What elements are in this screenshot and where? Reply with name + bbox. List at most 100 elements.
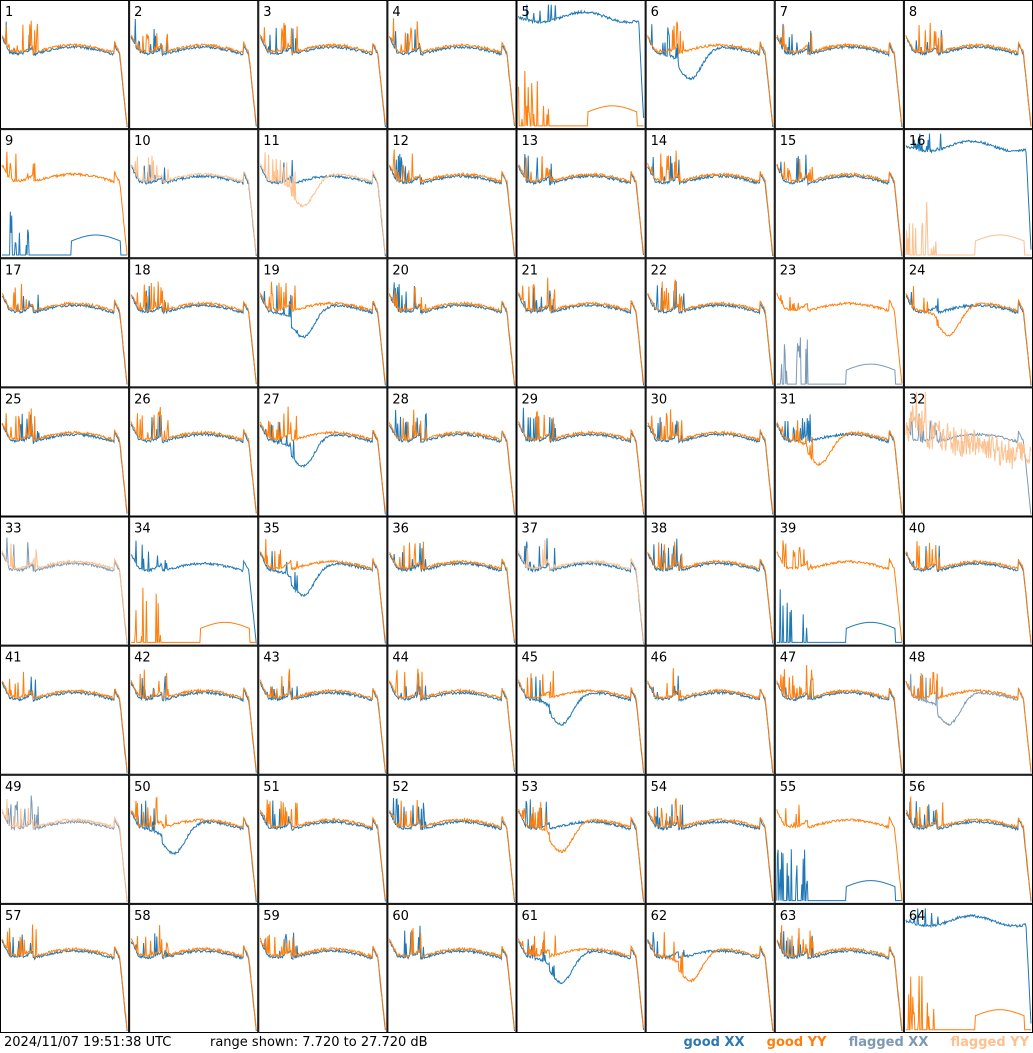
- panel-frame: [387, 129, 517, 259]
- yy-spectrum: [130, 155, 257, 255]
- panel-3: 3: [258, 0, 388, 130]
- panel-38: 38: [645, 516, 775, 646]
- panel-frame: [0, 645, 130, 775]
- yy-spectrum: [518, 70, 644, 127]
- panel-number: 38: [651, 522, 668, 537]
- xx-spectrum: [130, 18, 257, 127]
- panel-number: 18: [134, 263, 151, 278]
- panel-frame: [774, 387, 904, 517]
- yy-spectrum: [1, 408, 128, 512]
- xx-spectrum: [130, 164, 257, 256]
- legend-flagged-yy: flagged YY: [950, 1035, 1030, 1050]
- yy-spectrum: [776, 804, 903, 901]
- panel-43: 43: [258, 645, 388, 775]
- xx-spectrum: [647, 417, 774, 515]
- xx-spectrum: [776, 679, 903, 773]
- panel-frame: [129, 0, 259, 130]
- yy-spectrum: [130, 281, 257, 384]
- panel-37: 37: [516, 516, 646, 646]
- panel-22: 22: [645, 258, 775, 388]
- xx-spectrum: [776, 931, 903, 1032]
- panel-number: 29: [522, 392, 539, 407]
- panel-frame: [774, 258, 904, 388]
- panel-frame: [387, 387, 517, 517]
- yy-spectrum: [130, 796, 257, 899]
- panel-49: 49: [0, 774, 130, 904]
- panel-16: 16: [903, 129, 1033, 259]
- yy-spectrum: [130, 669, 257, 771]
- yy-spectrum: [388, 668, 515, 770]
- panel-frame: [645, 129, 775, 259]
- panel-number: 1: [5, 5, 13, 20]
- panel-33: 33: [0, 516, 130, 646]
- panel-58: 58: [129, 903, 259, 1033]
- panel-frame: [387, 0, 517, 130]
- panel-frame: [0, 516, 130, 646]
- panel-30: 30: [645, 387, 775, 517]
- xx-spectrum: [130, 540, 257, 644]
- yy-spectrum: [776, 540, 903, 642]
- xx-spectrum: [647, 281, 774, 385]
- panel-number: 31: [780, 392, 797, 407]
- panel-number: 61: [522, 909, 539, 924]
- yy-spectrum: [647, 932, 774, 1031]
- panel-15: 15: [774, 129, 904, 259]
- panel-6: 6: [645, 0, 775, 130]
- panel-number: 63: [780, 909, 797, 924]
- panel-60: 60: [387, 903, 517, 1033]
- yy-spectrum: [776, 158, 903, 254]
- yy-spectrum: [518, 411, 645, 512]
- panel-number: 22: [651, 263, 668, 278]
- xx-spectrum: [647, 538, 774, 644]
- panel-frame: [129, 258, 259, 388]
- yy-spectrum: [130, 406, 257, 514]
- panel-5: 5: [516, 0, 646, 130]
- panel-number: 7: [780, 5, 788, 20]
- panel-number: 8: [909, 5, 917, 20]
- panel-number: 26: [134, 392, 151, 407]
- panel-14: 14: [645, 129, 775, 259]
- panel-frame: [516, 387, 646, 517]
- xx-spectrum: [388, 797, 515, 902]
- xx-spectrum: [647, 155, 774, 257]
- xx-spectrum: [647, 804, 774, 902]
- panel-frame: [516, 645, 646, 775]
- panel-62: 62: [645, 903, 775, 1033]
- panel-2: 2: [129, 0, 259, 130]
- panel-frame: [387, 903, 517, 1033]
- yy-spectrum: [259, 406, 386, 512]
- panel-frame: [0, 129, 130, 259]
- xx-spectrum: [1, 413, 128, 514]
- panel-frame: [516, 258, 646, 388]
- panel-52: 52: [387, 774, 517, 904]
- legend-flagged-xx: flagged XX: [848, 1035, 929, 1050]
- panel-number: 34: [134, 522, 151, 537]
- panel-25: 25: [0, 387, 130, 517]
- yy-spectrum: [905, 796, 1032, 901]
- legend: good XX good YY flagged XX flagged YY: [665, 1033, 1029, 1053]
- panel-number: 15: [780, 134, 797, 149]
- panel-44: 44: [387, 645, 517, 775]
- panel-number: 32: [909, 392, 926, 407]
- panel-frame: [774, 774, 904, 904]
- yy-spectrum: [647, 541, 774, 642]
- panel-number: 19: [263, 263, 280, 278]
- xx-spectrum: [1, 795, 128, 902]
- panel-number: 52: [392, 780, 409, 795]
- panel-frame: [645, 903, 775, 1033]
- panel-frame: [129, 129, 259, 259]
- panel-frame: [258, 258, 388, 388]
- panel-frame: [258, 387, 388, 517]
- panel-51: 51: [258, 774, 388, 904]
- panel-frame: [387, 774, 517, 904]
- xx-spectrum: [518, 407, 645, 515]
- yy-spectrum: [389, 541, 515, 641]
- xx-spectrum: [518, 799, 645, 902]
- panel-61: 61: [516, 903, 646, 1033]
- panel-32: 32: [903, 387, 1033, 517]
- panel-frame: [0, 0, 130, 130]
- panel-17: 17: [0, 258, 130, 388]
- panel-53: 53: [516, 774, 646, 904]
- panel-frame: [774, 903, 904, 1033]
- panel-number: 44: [392, 651, 409, 666]
